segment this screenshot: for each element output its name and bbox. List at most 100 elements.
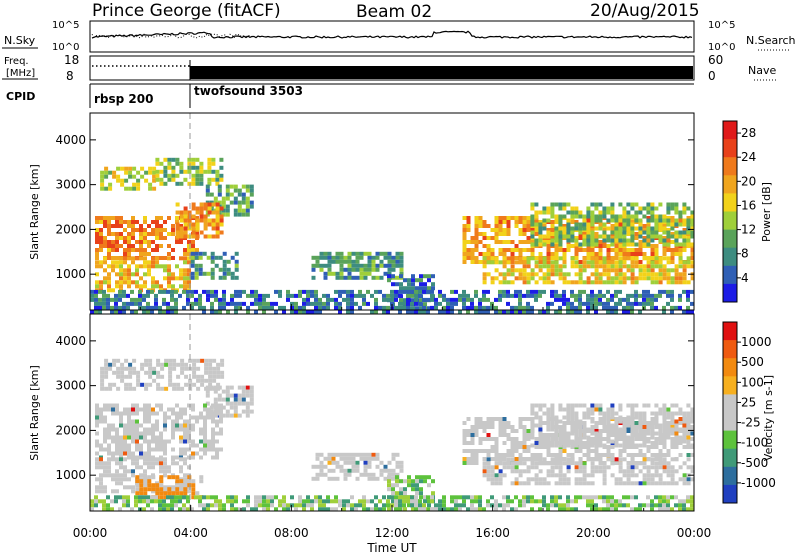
heatmap-cell-9-1276 bbox=[690, 252, 695, 256]
heatmap-cell-9-1791 bbox=[662, 407, 667, 412]
heatmap-cell-10-1450 bbox=[626, 256, 631, 261]
y-tick-label: 2000 bbox=[55, 222, 86, 236]
heatmap-cell-12-2071 bbox=[342, 297, 346, 302]
heatmap-cell-1-123 bbox=[219, 173, 224, 178]
heatmap-cell-5-554 bbox=[171, 276, 175, 281]
heatmap-cell-3-244 bbox=[119, 232, 123, 236]
heatmap-cell-8-771 bbox=[407, 282, 411, 287]
heatmap-cell-10-1403 bbox=[594, 256, 599, 261]
heatmap-cell-2-162 bbox=[233, 188, 238, 193]
heatmap-cell-4-654 bbox=[139, 491, 144, 496]
heatmap-cell-12-2042 bbox=[310, 309, 314, 314]
heatmap-cell-9-1590 bbox=[538, 443, 543, 448]
heatmap-cell-5-523 bbox=[147, 264, 151, 269]
heatmap-cell-10-1936 bbox=[222, 507, 226, 512]
heatmap-cell-8-1520 bbox=[646, 481, 651, 486]
heatmap-cell-10-2026 bbox=[358, 499, 362, 504]
heatmap-cell-11-1666 bbox=[602, 214, 607, 219]
heatmap-cell-9-1144 bbox=[622, 252, 627, 256]
heatmap-cell-2-323 bbox=[135, 423, 139, 428]
cpid-segment-0: rbsp 200 bbox=[94, 92, 153, 106]
heatmap-cell-3-215 bbox=[107, 216, 111, 220]
heatmap-cell-10-1894 bbox=[162, 499, 166, 504]
heatmap-cell-10-2076 bbox=[430, 507, 434, 512]
heatmap-cell-10-1408 bbox=[594, 276, 599, 281]
heatmap-cell-11-1674 bbox=[606, 226, 611, 231]
heatmap-cell-0-111 bbox=[192, 366, 197, 371]
heatmap-cell-2-152 bbox=[225, 188, 230, 193]
heatmap-cell-2-469 bbox=[203, 423, 207, 428]
heatmap-cell-9-1195 bbox=[650, 244, 655, 248]
heatmap-cell-10-1521 bbox=[678, 272, 683, 277]
heatmap-cell-3-332 bbox=[171, 248, 175, 252]
heatmap-cell-4-705 bbox=[187, 483, 192, 488]
heatmap-cell-10-2016 bbox=[342, 499, 346, 504]
heatmap-cell-2-153 bbox=[225, 192, 230, 197]
heatmap-cell-10-1351 bbox=[546, 260, 551, 265]
heatmap-cell-4-700 bbox=[183, 487, 188, 492]
heatmap-cell-2-176 bbox=[241, 200, 246, 205]
heatmap-cell-1-82 bbox=[183, 177, 188, 182]
heatmap-cell-9-1229 bbox=[666, 240, 671, 244]
heatmap-cell-7-1164 bbox=[606, 429, 611, 433]
heatmap-cell-7-678 bbox=[351, 251, 356, 256]
heatmap-cell-5-498 bbox=[127, 276, 131, 281]
heatmap-cell-10-1309 bbox=[510, 268, 515, 273]
heatmap-cell-10-1524 bbox=[682, 260, 687, 265]
heatmap-cell-2-335 bbox=[139, 443, 143, 448]
heatmap-cell-9-1056 bbox=[582, 248, 587, 252]
heatmap-cell-7-1215 bbox=[630, 429, 635, 433]
heatmap-cell-9-949 bbox=[526, 240, 531, 244]
heatmap-cell-2-170 bbox=[237, 204, 242, 209]
heatmap-cell-10-2063 bbox=[410, 503, 414, 508]
heatmap-cell-2-458 bbox=[199, 411, 203, 416]
heatmap-cell-8-1363 bbox=[510, 461, 515, 466]
heatmap-cell-9-941 bbox=[522, 240, 527, 244]
heatmap-cell-3-322 bbox=[163, 228, 167, 232]
heatmap-cell-8-1331 bbox=[482, 473, 487, 478]
heatmap-cell-12-2023 bbox=[294, 305, 298, 310]
heatmap-cell-9-872 bbox=[486, 252, 491, 256]
heatmap-cell-7-908 bbox=[470, 453, 475, 457]
heatmap-cell-4-411 bbox=[199, 210, 204, 215]
heatmap-cell-7-933 bbox=[486, 421, 491, 425]
heatmap-cell-0-60 bbox=[148, 370, 153, 375]
heatmap-cell-7-1013 bbox=[526, 445, 531, 449]
heatmap-cell-10-2039 bbox=[378, 499, 382, 504]
heatmap-cell-8-1485 bbox=[618, 477, 623, 482]
heatmap-cell-2-450 bbox=[191, 439, 195, 444]
heatmap-cell-12-1863 bbox=[118, 297, 122, 302]
heatmap-cell-10-2203 bbox=[626, 503, 630, 508]
heatmap-cell-12-1830 bbox=[90, 293, 94, 298]
heatmap-cell-10-1348 bbox=[542, 272, 547, 277]
heatmap-cell-10-2122 bbox=[502, 495, 506, 500]
heatmap-cell-10-1885 bbox=[146, 503, 150, 508]
heatmap-cell-11-1627 bbox=[582, 218, 587, 223]
heatmap-cell-3-266 bbox=[131, 224, 135, 228]
heatmap-cell-8-781 bbox=[411, 286, 415, 291]
heatmap-cell-10-1956 bbox=[254, 507, 258, 512]
heatmap-cell-2-190 bbox=[249, 204, 254, 209]
heatmap-cell-5-761 bbox=[351, 460, 356, 465]
heatmap-cell-4-680 bbox=[163, 491, 168, 496]
heatmap-cell-7-1023 bbox=[534, 437, 539, 441]
heatmap-cell-12-2119 bbox=[398, 289, 402, 294]
heatmap-cell-5-471 bbox=[111, 264, 115, 269]
heatmap-cell-3-645 bbox=[187, 489, 191, 494]
heatmap-cell-4-426 bbox=[207, 222, 212, 227]
heatmap-cell-0-11 bbox=[104, 386, 109, 391]
heatmap-cell-0-34 bbox=[136, 182, 141, 187]
heatmap-cell-12-1974 bbox=[234, 309, 238, 314]
heatmap-cell-9-876 bbox=[490, 236, 495, 240]
heatmap-cell-10-1344 bbox=[538, 276, 543, 281]
heatmap-cell-9-1765 bbox=[642, 439, 647, 444]
heatmap-cell-12-2229 bbox=[510, 305, 514, 310]
heatmap-cell-3-525 bbox=[99, 489, 103, 494]
heatmap-cell-10-2128 bbox=[510, 499, 514, 504]
heatmap-cell-12-2160 bbox=[438, 289, 442, 294]
heatmap-cell-3-557 bbox=[123, 473, 127, 478]
heatmap-cell-1-54 bbox=[159, 161, 164, 166]
heatmap-cell-0-16 bbox=[112, 358, 117, 363]
heatmap-cell-12-2072 bbox=[346, 289, 350, 294]
heatmap-cell-12-2380 bbox=[666, 293, 670, 298]
